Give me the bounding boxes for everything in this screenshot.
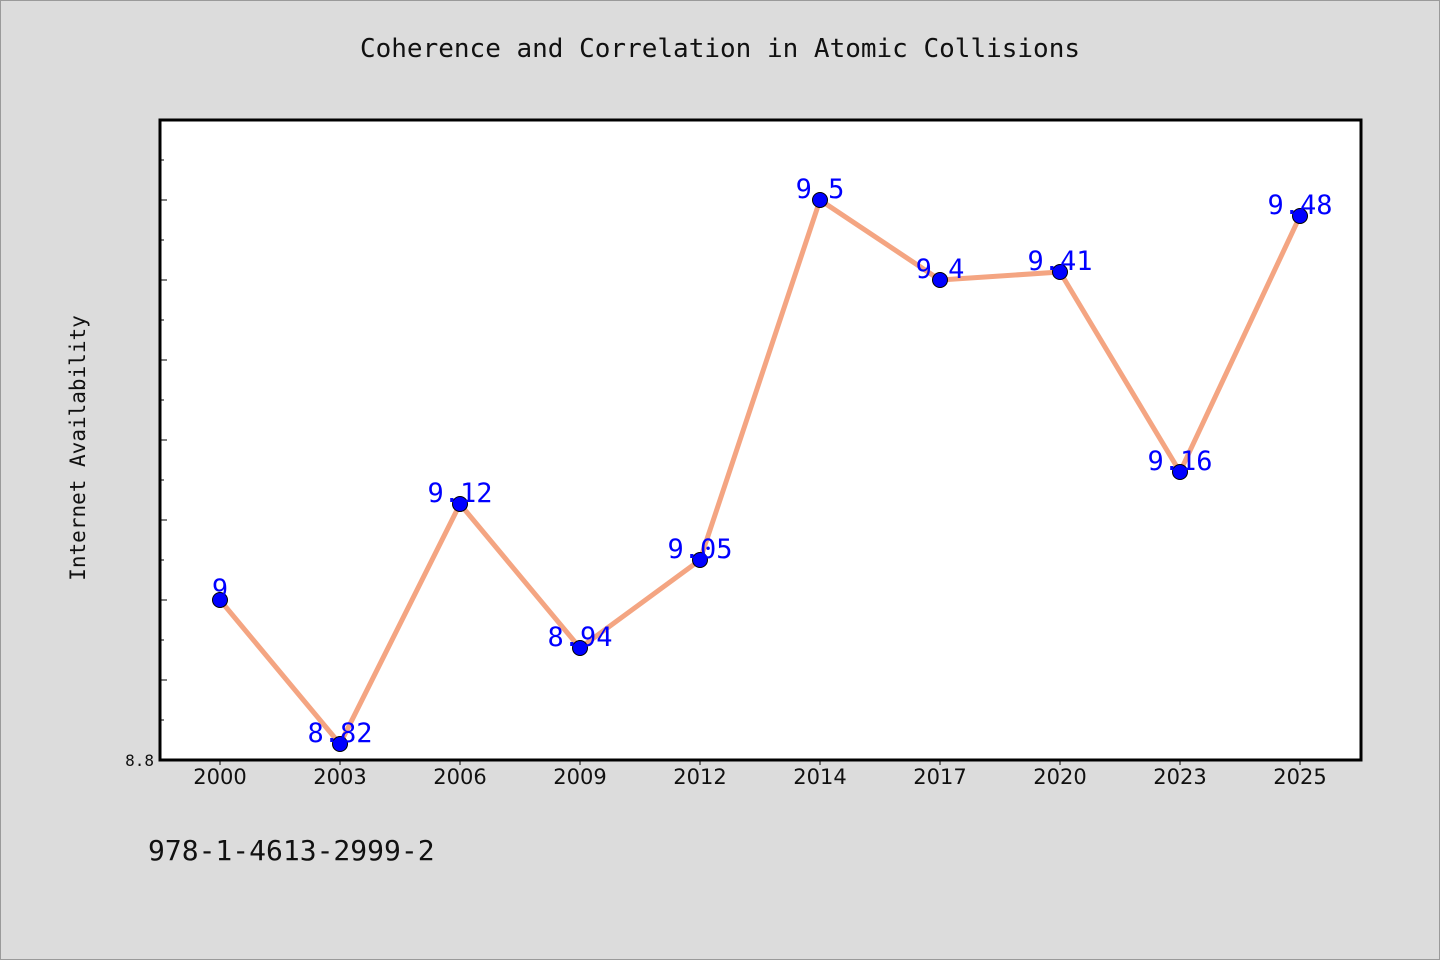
x-tick-label: 2003 — [313, 765, 366, 789]
x-tick-label: 2017 — [913, 765, 966, 789]
isbn-footnote: 978-1-4613-2999-2 — [148, 834, 435, 867]
y-tick-label: 8.8 — [125, 751, 154, 770]
plot-area — [160, 120, 1361, 760]
data-label: 9.12 — [427, 478, 492, 509]
x-tick-label: 2012 — [673, 765, 726, 789]
x-tick-label: 2025 — [1273, 765, 1326, 789]
series-line — [217, 197, 1303, 747]
x-tick-label: 2023 — [1153, 765, 1206, 789]
data-label: 8.82 — [307, 718, 372, 749]
data-point — [452, 496, 468, 512]
x-tick-label: 2014 — [793, 765, 846, 789]
data-point — [1052, 264, 1068, 280]
data-point — [932, 272, 948, 288]
data-label: 9.48 — [1267, 190, 1332, 221]
data-label: 9 — [212, 574, 228, 605]
data-label: 9.16 — [1147, 446, 1212, 477]
data-point — [212, 592, 228, 608]
x-tick-label: 2009 — [553, 765, 606, 789]
data-point — [332, 736, 348, 752]
data-label: 9.5 — [796, 174, 845, 205]
data-point — [572, 640, 588, 656]
data-point — [812, 192, 828, 208]
plot-frame — [158, 118, 1363, 762]
data-point — [692, 552, 708, 568]
chart-title: Coherence and Correlation in Atomic Coll… — [359, 34, 1081, 64]
data-label: 9.41 — [1027, 246, 1092, 277]
x-tick-label: 2000 — [193, 765, 246, 789]
data-label: 9.05 — [667, 534, 732, 565]
data-label: 9.4 — [916, 254, 965, 285]
x-tick-label: 2006 — [433, 765, 486, 789]
x-tick-label: 2020 — [1033, 765, 1086, 789]
data-label: 8.94 — [547, 622, 612, 653]
data-point — [1172, 464, 1188, 480]
data-point — [1292, 208, 1308, 224]
